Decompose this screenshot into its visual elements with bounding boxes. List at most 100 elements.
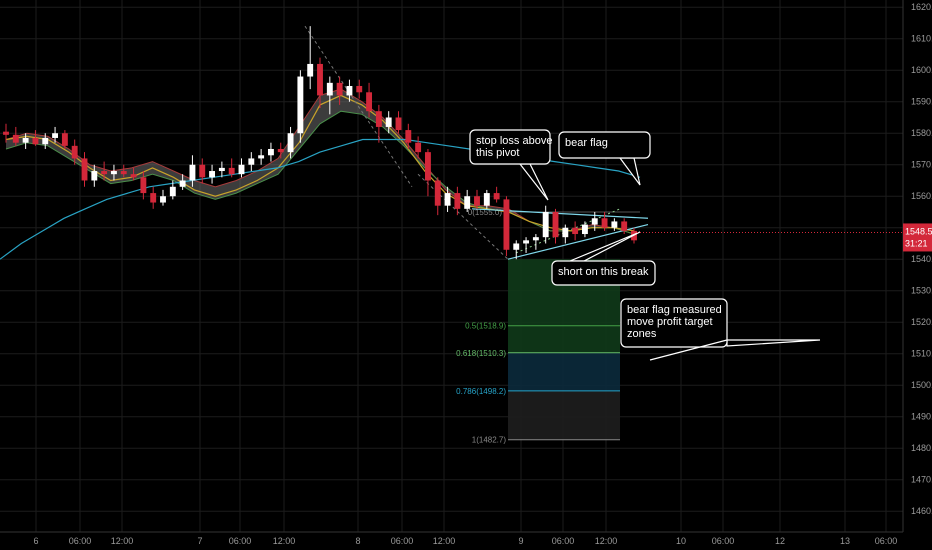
x-tick-label: 9 bbox=[518, 536, 523, 546]
callout-short-break bbox=[551, 260, 656, 286]
candle-body bbox=[621, 221, 628, 231]
current-price-label: 1548.5 bbox=[905, 226, 932, 236]
fib-level-label: 0.5(1518.9) bbox=[465, 322, 506, 331]
x-tick-label: 06:00 bbox=[552, 536, 575, 546]
candle-body bbox=[375, 111, 382, 127]
candle-body bbox=[199, 164, 206, 178]
candle-body bbox=[267, 148, 274, 156]
candle-body bbox=[562, 227, 569, 238]
candle-body bbox=[591, 218, 598, 225]
candle-body bbox=[503, 199, 510, 250]
candle-body bbox=[572, 227, 579, 235]
candle-body bbox=[366, 92, 373, 112]
x-tick-label: 6 bbox=[33, 536, 38, 546]
x-tick-label: 12:00 bbox=[595, 536, 618, 546]
ema-ribbon bbox=[6, 89, 634, 234]
x-tick-label: 06:00 bbox=[229, 536, 252, 546]
candle-body bbox=[395, 117, 402, 131]
y-tick-label: 1560.0 bbox=[911, 191, 932, 201]
y-tick-label: 1500.0 bbox=[911, 380, 932, 390]
candle-body bbox=[336, 82, 343, 96]
candle-body bbox=[385, 117, 392, 127]
candle-body bbox=[32, 137, 39, 145]
y-tick-label: 1570.0 bbox=[911, 160, 932, 170]
x-tick-label: 12:00 bbox=[433, 536, 456, 546]
candle-body bbox=[218, 167, 225, 172]
y-tick-label: 1580.0 bbox=[911, 128, 932, 138]
candle-body bbox=[189, 164, 196, 181]
candle-body bbox=[356, 85, 363, 93]
candle-body bbox=[601, 218, 608, 228]
candle-body bbox=[552, 211, 559, 238]
candle-body bbox=[581, 224, 588, 235]
x-tick-label: 12:00 bbox=[111, 536, 134, 546]
y-tick-label: 1460.0 bbox=[911, 506, 932, 516]
candle-body bbox=[248, 158, 255, 165]
x-tick-label: 06:00 bbox=[391, 536, 414, 546]
candle-body bbox=[179, 180, 186, 187]
x-tick-label: 06:00 bbox=[69, 536, 92, 546]
descent-dashed-line bbox=[304, 25, 413, 188]
candle-body bbox=[346, 85, 353, 96]
candle-body bbox=[277, 148, 284, 153]
candle-body bbox=[317, 63, 323, 96]
candle-body bbox=[209, 171, 216, 178]
callout-stop-loss-text: this pivot bbox=[476, 147, 519, 159]
candle-body bbox=[405, 130, 412, 143]
y-tick-label: 1620.0 bbox=[911, 2, 932, 12]
y-tick-label: 1480.0 bbox=[911, 443, 932, 453]
candle-body bbox=[307, 63, 314, 77]
candle-body bbox=[101, 171, 108, 175]
candle-body bbox=[532, 237, 539, 241]
x-tick-label: 13 bbox=[840, 536, 850, 546]
candle-body bbox=[130, 174, 137, 178]
candle-body bbox=[287, 133, 294, 153]
candle-body bbox=[474, 196, 480, 206]
y-tick-label: 1590.0 bbox=[911, 97, 932, 107]
candle-body bbox=[464, 196, 471, 209]
candle-body bbox=[110, 171, 117, 175]
candle-body bbox=[61, 133, 68, 146]
callout-bear-flag bbox=[558, 131, 651, 159]
x-tick-label: 7 bbox=[197, 536, 202, 546]
y-tick-label: 1540.0 bbox=[911, 254, 932, 264]
fib-zone-grey bbox=[508, 390, 620, 440]
y-tick-label: 1490.0 bbox=[911, 412, 932, 422]
candle-body bbox=[483, 193, 490, 206]
y-tick-label: 1600.0 bbox=[911, 65, 932, 75]
y-tick-label: 1610.0 bbox=[911, 34, 932, 44]
callout-stop-loss-text: stop loss above bbox=[476, 135, 552, 147]
y-tick-label: 1510.0 bbox=[911, 349, 932, 359]
callout-profit-target-text: bear flag measured bbox=[627, 304, 722, 316]
callout-profit-target-text: move profit target bbox=[627, 316, 713, 328]
y-tick-label: 1530.0 bbox=[911, 286, 932, 296]
candle-body bbox=[542, 211, 549, 238]
candle-body bbox=[513, 243, 520, 250]
candle-body bbox=[120, 171, 127, 175]
x-tick-label: 8 bbox=[355, 536, 360, 546]
candle-body bbox=[140, 177, 147, 194]
y-tick-label: 1470.0 bbox=[911, 475, 932, 485]
callout-profit-target bbox=[620, 298, 728, 348]
candle-body bbox=[169, 186, 176, 197]
x-tick-label: 12 bbox=[775, 536, 785, 546]
candle-body bbox=[258, 155, 265, 159]
candle-body bbox=[611, 221, 618, 228]
current-price-badge bbox=[903, 223, 932, 252]
candle-body bbox=[42, 137, 49, 145]
descent-dashed-line-2 bbox=[417, 173, 509, 260]
candle-body bbox=[81, 158, 88, 181]
fib-level-label: 0.786(1498.2) bbox=[456, 387, 506, 396]
x-tick-label: 06:00 bbox=[712, 536, 735, 546]
callout-short-break-text: short on this break bbox=[558, 266, 649, 278]
candle-body bbox=[297, 76, 304, 134]
fib-level-label: 0.618(1510.3) bbox=[456, 349, 506, 358]
flag-upper-trendline bbox=[471, 208, 649, 219]
candle-body bbox=[12, 134, 19, 143]
candle-body bbox=[424, 152, 431, 181]
candle-body bbox=[22, 137, 29, 143]
candle-body bbox=[91, 171, 98, 181]
callout-profit-target-text: zones bbox=[627, 328, 657, 340]
